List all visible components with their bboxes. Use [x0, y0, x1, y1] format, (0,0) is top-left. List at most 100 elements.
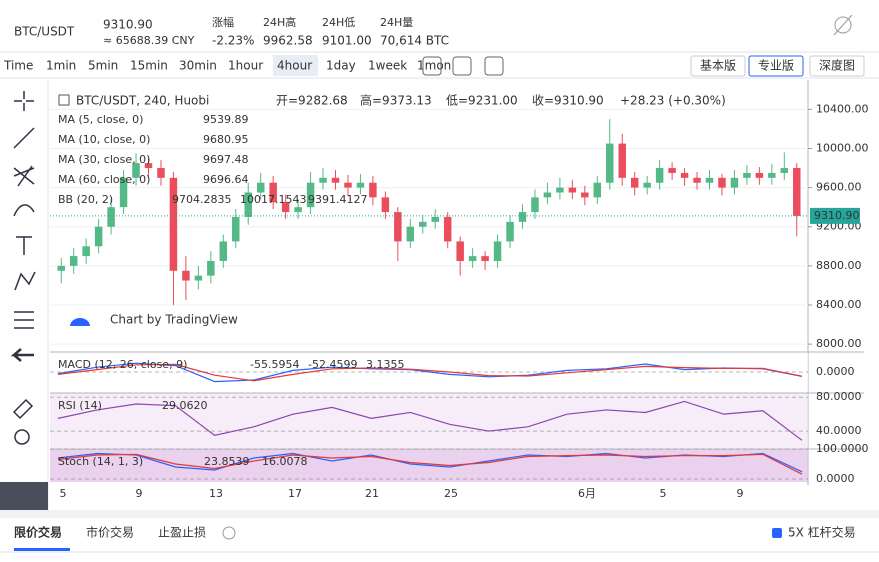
info-icon [222, 526, 236, 540]
active-tab-underline [14, 548, 70, 551]
zoom-tool[interactable] [14, 429, 30, 445]
tv-logo [70, 318, 90, 326]
candle-body [506, 221, 514, 242]
interval-button[interactable]: 1day [326, 59, 356, 73]
indicator-name: RSI (14) [58, 399, 102, 412]
indicator-readout: 23.8539 [204, 455, 250, 468]
view-label: 专业版 [758, 58, 794, 73]
candle-body [169, 177, 178, 271]
back-tool[interactable] [10, 348, 34, 362]
ohlc-readout: 开=9282.68 [276, 94, 348, 108]
stat-label: 涨幅 [212, 16, 234, 29]
interval-button[interactable]: Time [3, 59, 33, 73]
ohlc-readout: +28.23 (+0.30%) [620, 94, 726, 108]
interval-button[interactable]: 1hour [228, 59, 263, 73]
drawing-tools [10, 91, 36, 445]
indicator-readout: -52.4599 [308, 358, 357, 371]
candle-body [518, 212, 527, 222]
legend-name: MA (60, close, 0) [58, 173, 150, 186]
candle-body [207, 260, 215, 276]
candle-body [294, 207, 302, 213]
cny-price: ≈ 65688.39 CNY [103, 34, 195, 47]
hide-tools[interactable] [0, 482, 48, 510]
candle-body [718, 177, 726, 188]
candle-body [269, 182, 277, 203]
measure-tool[interactable] [14, 311, 34, 329]
interval-button[interactable]: 4hour [277, 59, 312, 73]
indicator-readout: 3.1355 [366, 358, 405, 371]
candle-body [730, 177, 739, 188]
candle-body [630, 177, 639, 188]
stat-value: 70,614 BTC [380, 34, 449, 48]
candle-body [232, 216, 240, 242]
stat-label: 24H量 [380, 16, 413, 29]
text-tool[interactable] [16, 236, 32, 255]
last-price-label: 9310.90 [814, 209, 860, 222]
order-tab[interactable]: 市价交易 [86, 525, 134, 540]
indicator-line [57, 363, 803, 382]
view-button[interactable] [690, 55, 746, 77]
screenshot-button[interactable] [484, 56, 504, 76]
candle-type-button[interactable] [422, 56, 442, 76]
interval-button[interactable]: 30min [179, 59, 217, 73]
indicator-readout: 29.0620 [162, 399, 208, 412]
candle-body [406, 226, 415, 242]
interval-button[interactable]: 1min [46, 59, 76, 73]
x-tick-label: 21 [365, 487, 379, 500]
leverage-link[interactable]: 5X 杠杆交易 [788, 525, 856, 540]
brush-tool[interactable] [13, 204, 35, 217]
candle-body [606, 143, 614, 183]
candle-body [194, 275, 203, 281]
indicator-readout: 16.0078 [262, 455, 308, 468]
y-tick-label: 0.0000 [816, 365, 855, 378]
hide-icon[interactable] [833, 14, 853, 36]
indicators-button[interactable] [452, 56, 472, 76]
legend-readout: 9704.2835 [172, 193, 232, 206]
x-tick-label: 9 [136, 487, 143, 500]
legend-readout: 9680.95 [203, 133, 249, 146]
stat-label: 24H高 [263, 15, 296, 29]
candle-body [219, 241, 228, 261]
crosshair-tool[interactable] [14, 91, 34, 111]
candle-body [793, 168, 801, 216]
leverage-icon [772, 528, 782, 538]
candle-body [132, 163, 140, 178]
candle-body [680, 172, 689, 178]
interval-button[interactable]: 1week [368, 59, 407, 73]
ruler-tool[interactable] [12, 398, 34, 420]
fib-tool[interactable] [13, 165, 35, 187]
x-tick-label: 5 [60, 487, 67, 500]
interval-button[interactable]: 1mon [417, 59, 451, 73]
candle-body [780, 168, 789, 173]
candle-body [568, 187, 577, 193]
y-tick-label: 8400.00 [816, 298, 862, 311]
chart-title: BTC/USDT, 240, Huobi [76, 94, 209, 108]
candle-body [468, 256, 477, 261]
line-tool[interactable] [13, 127, 35, 149]
collapse-icon[interactable] [58, 94, 70, 106]
view-button[interactable] [809, 55, 865, 77]
y-tick-label: 100.0000 [816, 442, 869, 455]
candle-body [693, 177, 701, 183]
order-tab[interactable]: 限价交易 [14, 525, 62, 540]
candle-body [119, 177, 128, 208]
candle-body [69, 256, 78, 266]
pattern-tool[interactable] [14, 271, 36, 291]
interval-button[interactable]: 5min [88, 59, 118, 73]
order-tab[interactable]: 止盈止损 [158, 526, 206, 540]
legend-readout: 9391.4127 [308, 193, 368, 206]
interval-button[interactable]: 15min [130, 59, 168, 73]
candle-body [743, 172, 751, 178]
stat-value: -2.23% [212, 34, 254, 48]
view-button[interactable] [748, 55, 804, 77]
candle-body [331, 177, 340, 183]
stat-value: 9101.00 [322, 34, 372, 48]
x-tick-label: 5 [660, 487, 667, 500]
legend-name: MA (5, close, 0) [58, 113, 143, 126]
candle-body [593, 182, 602, 198]
legend-name: MA (10, close, 0) [58, 133, 150, 146]
candle-body [655, 168, 664, 183]
spacer [0, 510, 879, 518]
x-tick-label: 13 [209, 487, 223, 500]
candle-body [344, 182, 352, 188]
